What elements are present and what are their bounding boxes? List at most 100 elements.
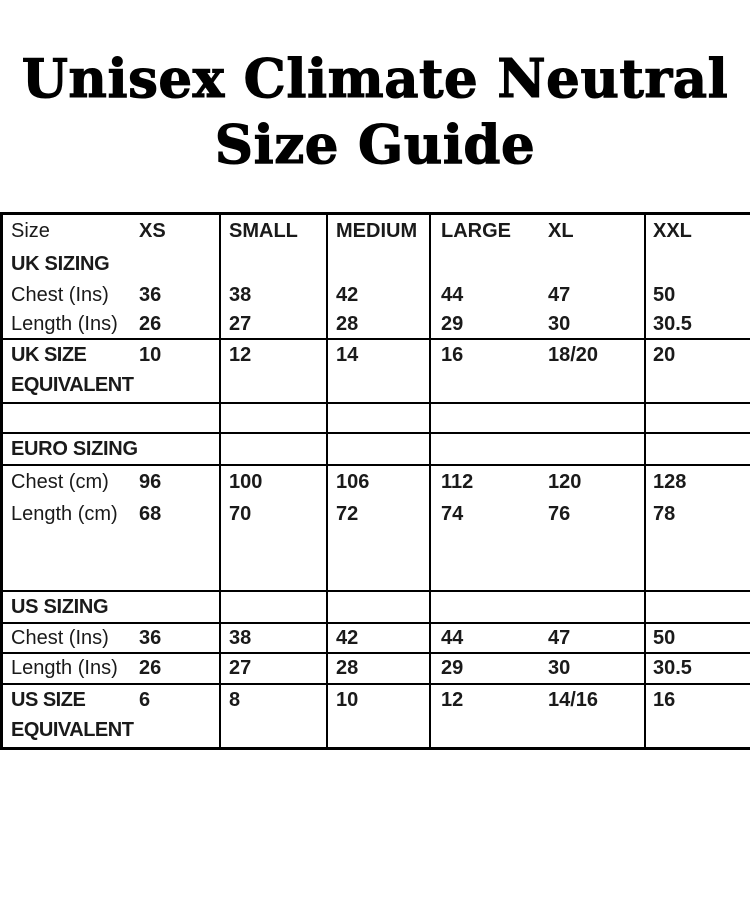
euro-length-value: 76 bbox=[548, 503, 571, 525]
size-column-label: Size bbox=[11, 220, 50, 242]
uk-equivalent-value: 18/20 bbox=[548, 344, 599, 366]
euro-values-block: Chest (cm) Length (cm) 96 68 100 70 106 … bbox=[3, 464, 750, 590]
empty-cell bbox=[131, 592, 221, 622]
us-chest-row: Chest (Ins) 36 38 42 44 47 50 bbox=[3, 622, 750, 652]
euro-length-value: 78 bbox=[653, 503, 676, 525]
uk-size-equivalent-row: UK SIZE EQUIVALENT 10 12 14 16 18/20 20 bbox=[3, 338, 750, 402]
uk-chest-row-label: Chest (Ins) bbox=[11, 284, 109, 306]
large-column-cell: 16 bbox=[431, 340, 542, 402]
blank-line bbox=[441, 247, 542, 281]
spacer-row bbox=[3, 402, 750, 432]
us-length-value: 28 bbox=[336, 657, 359, 679]
xl-column-cell: XL 47 30 bbox=[542, 215, 646, 338]
xs-column-cell: XS 36 26 bbox=[131, 215, 221, 338]
xl-column-cell: 30 bbox=[542, 654, 646, 683]
us-chest-row-label: Chest (Ins) bbox=[11, 627, 109, 649]
xl-column-cell: 120 76 bbox=[542, 466, 646, 590]
uk-chest-value: 44 bbox=[441, 284, 464, 306]
us-equivalent-label-line-2: EQUIVALENT bbox=[11, 719, 134, 741]
uk-length-value: 28 bbox=[336, 313, 359, 335]
medium-column-cell: 14 bbox=[328, 340, 431, 402]
us-chest-value: 47 bbox=[548, 627, 571, 649]
empty-cell bbox=[221, 404, 328, 432]
xxl-column-cell: 16 bbox=[646, 685, 750, 747]
us-size-equivalent-row: US SIZE EQUIVALENT 6 8 10 12 14/16 16 bbox=[3, 683, 750, 750]
xl-column-cell: 14/16 bbox=[542, 685, 646, 747]
uk-length-row-label: Length (Ins) bbox=[11, 313, 118, 335]
us-equivalent-value: 16 bbox=[653, 689, 676, 711]
euro-chest-value: 100 bbox=[229, 471, 263, 493]
uk-chest-value: 38 bbox=[229, 284, 252, 306]
size-guide-table: Size UK SIZING Chest (Ins) Length (Ins) … bbox=[0, 212, 750, 750]
label-column-cell: Chest (cm) Length (cm) bbox=[3, 466, 131, 590]
xs-column-cell: 10 bbox=[131, 340, 221, 402]
header-and-uk-sizing-block: Size UK SIZING Chest (Ins) Length (Ins) … bbox=[3, 215, 750, 338]
empty-cell bbox=[542, 592, 646, 622]
euro-chest-value: 112 bbox=[441, 471, 474, 493]
uk-length-value: 27 bbox=[229, 313, 252, 335]
uk-equivalent-value: 10 bbox=[139, 344, 162, 366]
euro-length-row-label: Length (cm) bbox=[11, 503, 118, 525]
uk-length-value: 26 bbox=[139, 313, 162, 335]
euro-chest-row-label: Chest (cm) bbox=[11, 471, 109, 493]
uk-equivalent-label-line-2: EQUIVALENT bbox=[11, 374, 134, 396]
title-line-1: Unisex Climate Neutral bbox=[21, 47, 729, 110]
xxl-column-cell: XXL 50 30.5 bbox=[646, 215, 750, 338]
column-header-xl: XL bbox=[548, 220, 574, 242]
empty-cell bbox=[646, 404, 750, 432]
us-chest-value: 44 bbox=[441, 627, 464, 649]
xs-column-cell: 36 bbox=[131, 624, 221, 652]
medium-column-cell: MEDIUM 42 28 bbox=[328, 215, 431, 338]
euro-sizing-section-label: EURO SIZING bbox=[11, 438, 138, 460]
medium-column-cell: 42 bbox=[328, 624, 431, 652]
xs-column-cell: 96 68 bbox=[131, 466, 221, 590]
us-length-value: 30.5 bbox=[653, 657, 692, 679]
empty-cell bbox=[328, 404, 431, 432]
small-column-cell: 38 bbox=[221, 624, 328, 652]
large-column-cell: 112 74 bbox=[431, 466, 542, 590]
empty-cell bbox=[3, 404, 131, 432]
label-column-cell: Length (Ins) bbox=[3, 654, 131, 683]
uk-sizing-section-label: UK SIZING bbox=[11, 253, 110, 275]
uk-chest-value: 47 bbox=[548, 284, 571, 306]
blank-line bbox=[548, 247, 644, 281]
euro-chest-value: 120 bbox=[548, 471, 582, 493]
xxl-column-cell: 30.5 bbox=[646, 654, 750, 683]
empty-cell bbox=[328, 592, 431, 622]
us-equivalent-label-line-1: US SIZE bbox=[11, 689, 86, 711]
uk-equivalent-value: 12 bbox=[229, 344, 252, 366]
euro-length-value: 70 bbox=[229, 503, 252, 525]
us-length-row: Length (Ins) 26 27 28 29 30 30.5 bbox=[3, 652, 750, 683]
us-chest-value: 50 bbox=[653, 627, 676, 649]
small-column-cell: 12 bbox=[221, 340, 328, 402]
us-chest-value: 36 bbox=[139, 627, 162, 649]
label-column-cell: EURO SIZING bbox=[3, 434, 138, 464]
blank-line bbox=[336, 247, 429, 281]
uk-chest-value: 42 bbox=[336, 284, 359, 306]
us-length-value: 27 bbox=[229, 657, 252, 679]
uk-length-value: 29 bbox=[441, 313, 464, 335]
uk-equivalent-value: 20 bbox=[653, 344, 676, 366]
euro-length-value: 72 bbox=[336, 503, 359, 525]
label-column-cell: Chest (Ins) bbox=[3, 624, 131, 652]
large-column-cell: 29 bbox=[431, 654, 542, 683]
large-column-cell: 44 bbox=[431, 624, 542, 652]
empty-cell bbox=[131, 434, 221, 464]
xs-column-cell: 26 bbox=[131, 654, 221, 683]
empty-cell bbox=[542, 404, 646, 432]
euro-length-value: 74 bbox=[441, 503, 464, 525]
us-length-value: 26 bbox=[139, 657, 162, 679]
euro-length-value: 68 bbox=[139, 503, 162, 525]
xxl-column-cell: 50 bbox=[646, 624, 750, 652]
uk-chest-value: 36 bbox=[139, 284, 162, 306]
column-header-small: SMALL bbox=[229, 220, 298, 242]
us-length-value: 29 bbox=[441, 657, 464, 679]
xxl-column-cell: 20 bbox=[646, 340, 750, 402]
small-column-cell: 8 bbox=[221, 685, 328, 747]
small-column-cell: 100 70 bbox=[221, 466, 328, 590]
empty-cell bbox=[542, 434, 646, 464]
us-length-value: 30 bbox=[548, 657, 571, 679]
uk-equivalent-value: 14 bbox=[336, 344, 359, 366]
label-column-cell: Size UK SIZING Chest (Ins) Length (Ins) bbox=[3, 215, 131, 338]
